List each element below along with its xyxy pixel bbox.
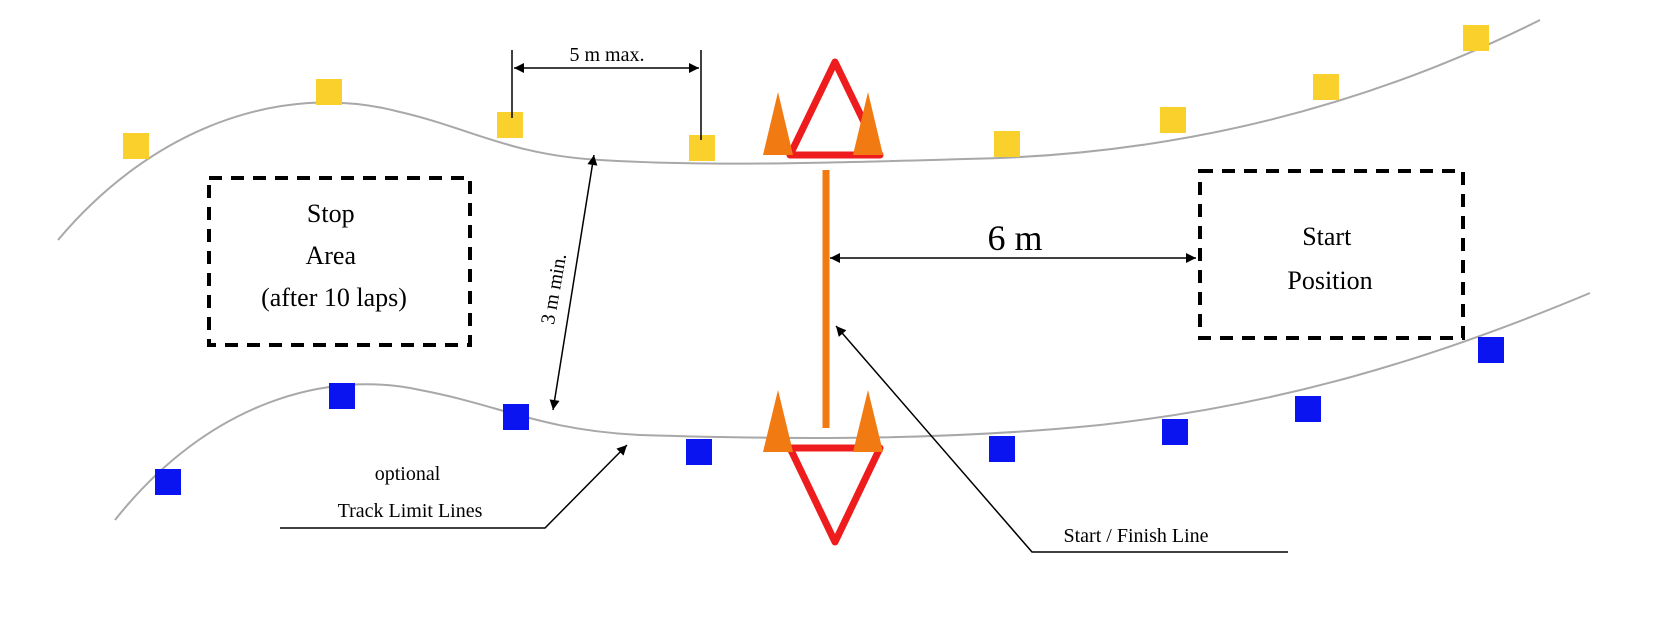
yellow-cone	[689, 135, 715, 161]
start-position-label: Start Position	[1287, 222, 1372, 295]
track-limit-label: optional Track Limit Lines	[338, 463, 483, 522]
blue-cone	[1478, 337, 1504, 363]
yellow-cone	[316, 79, 342, 105]
stop-area-label: Stop Area (after 10 laps)	[261, 199, 407, 312]
blue-cone	[686, 439, 712, 465]
bottom-timing-gate	[763, 390, 884, 546]
orange-cone	[853, 92, 883, 155]
blue-cone	[1295, 396, 1321, 422]
blue-cone	[329, 383, 355, 409]
orange-cone	[763, 92, 793, 155]
start-position-box	[1198, 169, 1465, 340]
orange-cone	[853, 390, 883, 452]
orange-cone	[763, 390, 793, 452]
top-gate-frame	[786, 58, 884, 159]
yellow-cone	[994, 131, 1020, 157]
blue-cone	[155, 469, 181, 495]
top-timing-gate	[763, 58, 884, 159]
min-3m-label: 3 m min.	[537, 252, 571, 326]
min-3m-arrow	[549, 154, 598, 411]
stop-area-box	[207, 176, 472, 347]
start-finish-leader	[835, 325, 1288, 553]
yellow-cone	[1160, 107, 1186, 133]
yellow-cone	[1313, 74, 1339, 100]
bottom-gate-frame	[786, 444, 884, 546]
yellow-cone	[1463, 25, 1489, 51]
start-finish-label: Start / Finish Line	[1064, 525, 1209, 547]
blue-cone	[503, 404, 529, 430]
yellow-cones	[123, 25, 1489, 161]
outer-track-limit-line	[57, 19, 1541, 241]
blue-cone	[1162, 419, 1188, 445]
blue-cones	[155, 337, 1504, 495]
max-5m-label: 5 m max.	[570, 44, 645, 66]
blue-cone	[989, 436, 1015, 462]
yellow-cone	[497, 112, 523, 138]
yellow-cone	[123, 133, 149, 159]
track-limit-leader	[280, 444, 628, 529]
distance-6m-label: 6 m	[987, 218, 1042, 258]
